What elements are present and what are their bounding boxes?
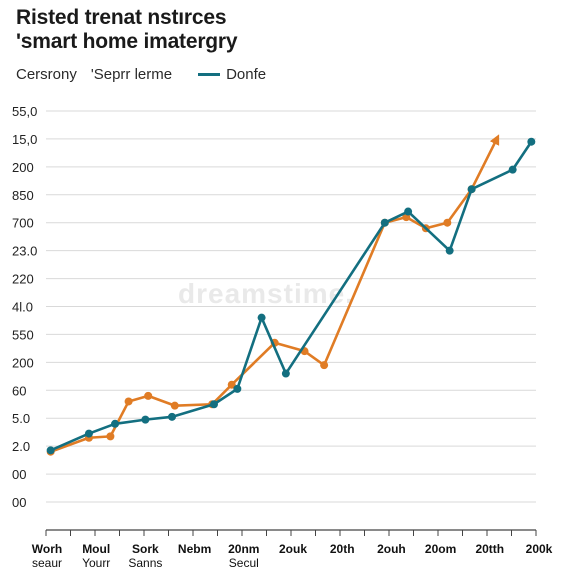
data-point: [257, 313, 266, 322]
y-tick-label: 00: [12, 467, 26, 482]
data-point: [445, 246, 454, 255]
data-point: [84, 429, 93, 438]
legend-prefix-text: Cersrony: [16, 66, 77, 83]
data-point: [380, 218, 389, 227]
y-tick-label: 5.0: [12, 411, 30, 426]
y-tick-label: 2.0: [12, 439, 30, 454]
data-point: [281, 369, 290, 378]
data-point: [508, 165, 517, 174]
x-tick-label: Nebm: [178, 542, 211, 556]
legend-label-series-b: Donfe: [226, 66, 267, 83]
data-point: [144, 391, 153, 400]
y-tick-label: 15,0: [12, 132, 37, 147]
y-tick-label: 700: [12, 216, 34, 231]
x-tick-label: Sanns: [128, 556, 162, 570]
x-tick-label: 200k: [526, 542, 553, 556]
series-line-teal: [49, 140, 533, 452]
data-point: [46, 446, 55, 455]
watermark: dreamstime.: [178, 278, 354, 309]
data-point: [170, 401, 179, 410]
data-point: [443, 218, 452, 227]
chart-title-line-1: Risted trenat nstırces: [16, 6, 227, 29]
data-point: [168, 412, 176, 421]
x-tick-label: seaur: [32, 556, 62, 570]
y-tick-label: 60: [12, 383, 26, 398]
y-tick-label: 200: [12, 160, 34, 175]
data-point: [467, 185, 476, 194]
data-point: [210, 400, 218, 409]
y-tick-label: 4l.0: [12, 300, 33, 315]
data-point: [233, 384, 242, 393]
legend-label-series-a: 'Seprr lerme: [90, 66, 173, 83]
y-tick-label: 550: [12, 327, 34, 342]
x-tick-label: Worh: [32, 542, 62, 556]
x-tick-label: Secul: [229, 556, 259, 570]
data-point: [527, 137, 536, 146]
chart-title: Risted trenat nstırces 'smart home imate…: [16, 6, 238, 54]
data-point: [404, 207, 413, 216]
data-point: [124, 397, 133, 406]
x-tick-label: 20om: [425, 542, 456, 556]
legend-swatch-series-b: [198, 73, 221, 76]
y-tick-label: 200: [12, 355, 34, 370]
x-tick-label: 2ouk: [279, 542, 307, 556]
y-tick-label: 23.0: [12, 244, 37, 259]
data-point: [320, 361, 329, 370]
chart-legend: Cersrony 'Seprr lerme Donfe: [16, 66, 266, 83]
y-tick-label: 55,0: [12, 104, 37, 119]
data-point: [227, 380, 236, 389]
x-tick-label: Moul: [82, 542, 110, 556]
x-tick-label: Sork: [132, 542, 159, 556]
chart-title-line-2: 'smart home imatergry: [16, 30, 238, 53]
series-line-orange: [49, 134, 500, 454]
data-point: [111, 419, 120, 428]
y-tick-label: 220: [12, 272, 34, 287]
x-tick-label: 20th: [330, 542, 355, 556]
x-tick-label: Yourr: [82, 556, 110, 570]
data-point: [141, 415, 150, 424]
data-point: [106, 432, 115, 441]
x-tick-label: 20nm: [228, 542, 259, 556]
y-tick-label: 00: [12, 495, 26, 510]
y-tick-label: 850: [12, 188, 34, 203]
x-tick-label: 20tth: [475, 542, 504, 556]
x-tick-label: 2ouh: [377, 542, 406, 556]
